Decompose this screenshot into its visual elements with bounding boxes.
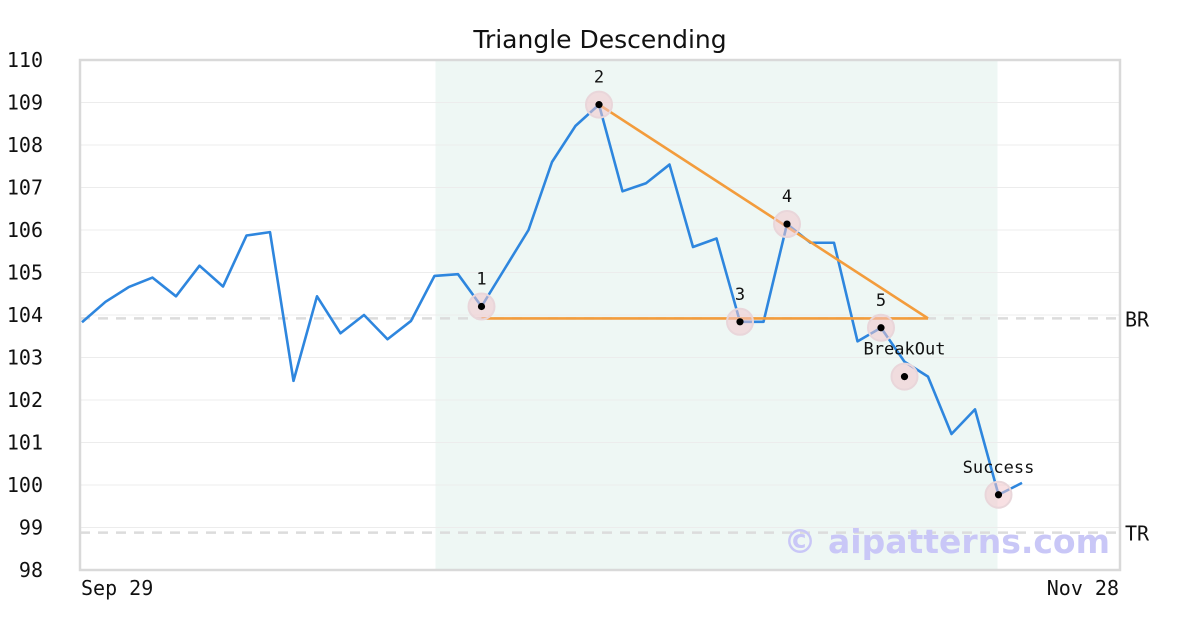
- marker-point: [595, 101, 603, 109]
- marker-label: BreakOut: [864, 340, 946, 360]
- marker-label: 2: [594, 68, 604, 88]
- marker-label: 3: [735, 285, 745, 305]
- reference-line-label: TR: [1125, 522, 1150, 546]
- watermark: © aipatterns.com: [784, 522, 1110, 561]
- y-tick-label: 103: [7, 346, 43, 370]
- x-axis-ticks: Sep 29 Nov 28: [81, 576, 1119, 600]
- x-tick-label: Nov 28: [1047, 576, 1119, 600]
- marker-label: 5: [876, 291, 886, 311]
- y-tick-label: 104: [7, 303, 43, 327]
- marker-point: [994, 491, 1003, 499]
- y-tick-label: 105: [7, 261, 43, 285]
- pattern-line-upper: [598, 103, 929, 320]
- y-tick-label: 109: [7, 91, 43, 115]
- reference-line-label: BR: [1125, 307, 1150, 331]
- pattern-lines: [481, 103, 929, 320]
- marker-label: 4: [782, 187, 792, 207]
- y-tick-label: 100: [7, 473, 43, 497]
- y-tick-label: 106: [7, 218, 43, 242]
- marker-point: [477, 302, 486, 311]
- marker-point: [783, 220, 791, 228]
- y-tick-label: 99: [19, 516, 43, 540]
- reference-lines: BR TR: [80, 307, 1150, 546]
- y-tick-label: 107: [7, 176, 43, 200]
- marker-point: [736, 318, 744, 326]
- y-tick-label: 98: [19, 558, 43, 582]
- x-tick-label: Sep 29: [81, 576, 153, 600]
- chart-title: Triangle Descending: [472, 25, 726, 54]
- y-tick-label: 101: [7, 431, 43, 455]
- pattern-markers: 1 2 3 4 5 BreakOut Success: [467, 68, 1035, 509]
- y-axis-ticks: 98 99 100 101 102 103 104 105 106 107 108 109 110: [7, 48, 43, 582]
- marker-label: 1: [476, 270, 486, 290]
- price-series: [81, 103, 1023, 497]
- grid-lines: [80, 59, 1120, 571]
- marker-point: [877, 324, 885, 332]
- y-tick-label: 110: [7, 48, 43, 72]
- series-line: [81, 103, 1023, 497]
- marker-label: Success: [963, 458, 1035, 478]
- y-tick-label: 102: [7, 388, 43, 412]
- y-tick-label: 108: [7, 133, 43, 157]
- plot-frame: [78, 58, 1122, 572]
- marker-point: [900, 373, 909, 381]
